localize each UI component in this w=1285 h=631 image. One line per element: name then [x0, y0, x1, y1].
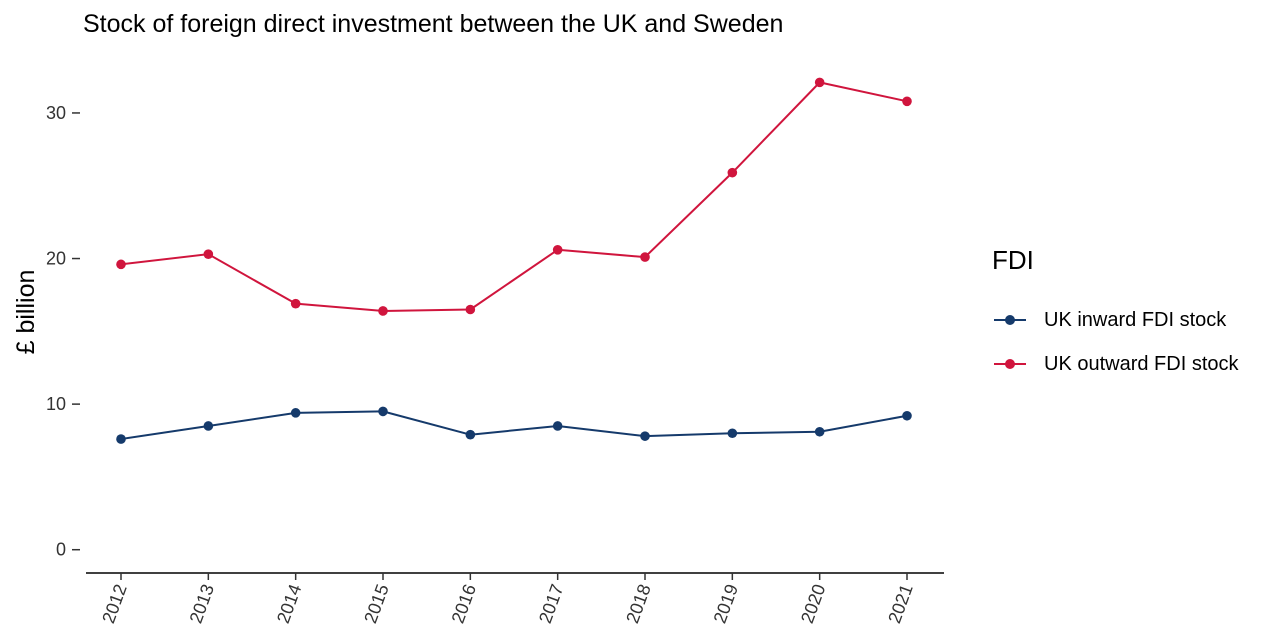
legend-key: [990, 354, 1030, 374]
axes: 0 10 20 30 2012 2013 2014 2015 2016 2017 2018 2019 2…: [46, 103, 944, 626]
y-tick-label: 0: [56, 540, 66, 560]
x-tick-label: 2012: [98, 582, 130, 626]
legend-key: [990, 310, 1030, 330]
data-point: [902, 96, 912, 107]
x-tick-label: 2017: [535, 582, 567, 626]
legend-title: FDI: [992, 245, 1034, 275]
y-tick-label: 30: [46, 103, 66, 123]
series-line: [120, 81, 908, 312]
data-point: [640, 431, 650, 441]
y-axis-label: £ billion: [12, 270, 40, 355]
data-point: [290, 408, 301, 418]
legend-item: UK outward FDI stock: [990, 342, 1239, 386]
legend-item: UK inward FDI stock: [990, 298, 1239, 342]
data-point: [552, 421, 563, 431]
data-point: [465, 429, 476, 440]
data-point: [378, 406, 388, 417]
x-tick-label: 2013: [186, 582, 218, 626]
legend: FDI UK inward FDI stock UK outward FDI st…: [990, 245, 1239, 386]
legend-label: UK outward FDI stock: [1044, 352, 1239, 375]
data-point: [814, 77, 825, 88]
data-point: [640, 252, 650, 262]
series-points: [116, 77, 912, 444]
data-point: [902, 410, 912, 421]
x-tick-label: 2015: [360, 582, 392, 626]
x-tick-label: 2021: [884, 582, 916, 626]
data-point: [116, 259, 126, 270]
data-point: [203, 421, 214, 431]
legend-label: UK inward FDI stock: [1044, 308, 1227, 331]
data-point: [465, 304, 476, 315]
data-point: [203, 249, 214, 259]
x-tick-label: 2014: [273, 582, 305, 626]
data-point: [378, 306, 388, 316]
series-line: [120, 410, 908, 441]
data-point: [116, 434, 126, 444]
data-point: [552, 245, 563, 255]
data-point: [727, 167, 738, 178]
y-tick-label: 10: [46, 394, 66, 414]
data-point: [290, 298, 301, 309]
legend-items: UK inward FDI stock UK outward FDI stock: [990, 298, 1239, 386]
x-tick-label: 2016: [448, 582, 480, 626]
chart-title: Stock of foreign direct investment betwe…: [83, 10, 784, 38]
series-lines: [120, 81, 908, 441]
y-tick-label: 20: [46, 249, 66, 269]
data-point: [727, 428, 738, 439]
x-tick-label: 2020: [797, 582, 829, 626]
data-point: [814, 426, 825, 437]
x-tick-label: 2019: [710, 582, 742, 626]
x-tick-label: 2018: [622, 582, 654, 626]
